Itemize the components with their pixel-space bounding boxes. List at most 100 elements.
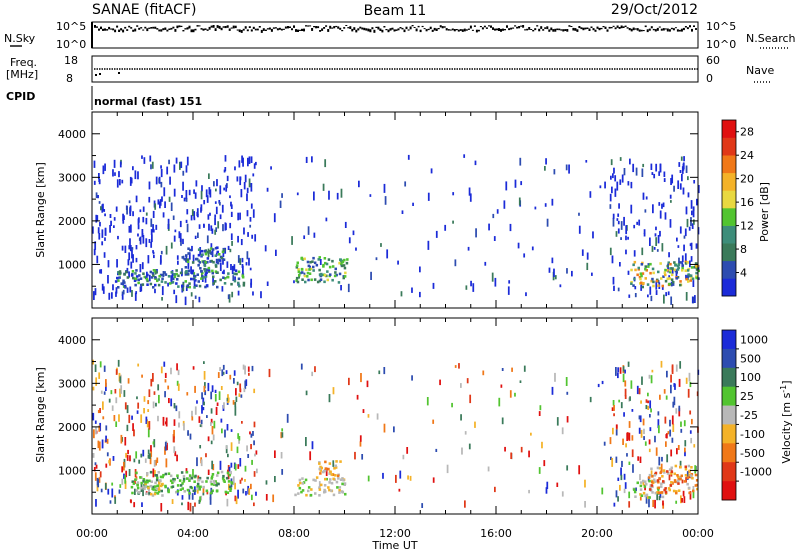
nsky-sample (457, 29, 460, 32)
scatter-cell (621, 460, 623, 467)
data-cell (688, 473, 691, 477)
scatter-cell (246, 187, 249, 194)
nsky-sample (676, 29, 679, 32)
nsky-sample (560, 29, 563, 31)
scatter-cell (638, 219, 641, 226)
scatter-cell (679, 361, 682, 369)
scatter-cell (234, 406, 237, 416)
nsky-sample (397, 28, 400, 31)
nsky-sample (349, 26, 352, 29)
nsky-sample (504, 29, 506, 31)
nsky-sample (377, 26, 380, 30)
scatter-cell (679, 226, 682, 234)
nsky-sample (299, 29, 301, 31)
scatter-cell (110, 390, 113, 395)
scatter-cell (435, 448, 438, 452)
scatter-cell (97, 479, 100, 488)
scatter-cell (633, 224, 636, 229)
data-cell (661, 284, 664, 288)
data-cell (228, 485, 232, 489)
range-tick-label: 1000 (58, 464, 86, 477)
scatter-cell (242, 265, 244, 274)
scatter-cell (93, 291, 95, 300)
nsky-sample (691, 28, 693, 32)
data-cell (639, 277, 642, 281)
scatter-cell (275, 249, 277, 256)
scatter-cell (645, 495, 648, 504)
scatter-cell (216, 402, 219, 406)
scatter-cell (247, 232, 249, 237)
data-cell (233, 279, 237, 283)
scatter-cell (241, 155, 243, 163)
scatter-cell (592, 231, 594, 239)
nsky-sample (270, 28, 273, 32)
scatter-cell (170, 367, 172, 375)
nsky-sample (317, 26, 320, 29)
nsky-sample (114, 29, 117, 33)
scatter-cell (541, 441, 543, 449)
scatter-cell (444, 224, 447, 231)
data-cell (295, 266, 299, 269)
scatter-cell (144, 458, 147, 463)
data-cell (134, 283, 137, 287)
data-cell (329, 273, 332, 276)
scatter-cell (328, 394, 331, 403)
power-colorbar-tick: 16 (740, 196, 754, 209)
nsky-sample (327, 29, 330, 32)
nsky-sample (268, 27, 271, 30)
scatter-cell (461, 447, 463, 455)
scatter-cell (197, 232, 199, 238)
data-cell (342, 276, 345, 280)
scatter-cell (525, 292, 527, 297)
scatter-cell (203, 223, 205, 227)
scatter-cell (100, 269, 103, 274)
data-cell (157, 490, 161, 493)
nsky-sample (379, 28, 382, 31)
data-cell (322, 265, 325, 268)
data-cell (697, 277, 700, 280)
scatter-cell (613, 413, 615, 417)
scatter-cell (104, 227, 107, 236)
colorbar-segment (722, 278, 736, 297)
scatter-cell (137, 402, 140, 409)
data-cell (670, 273, 674, 277)
data-cell (630, 280, 633, 284)
data-cell (689, 274, 693, 277)
data-cell (688, 491, 691, 495)
data-cell (664, 490, 668, 494)
data-cell (669, 484, 673, 487)
scatter-cell (167, 385, 170, 390)
data-cell (161, 277, 164, 281)
scatter-cell (97, 440, 100, 449)
data-cell (151, 272, 155, 275)
scatter-cell (225, 445, 228, 454)
scatter-cell (214, 229, 217, 235)
scatter-cell (232, 400, 235, 405)
scatter-cell (279, 200, 282, 208)
scatter-cell (120, 385, 123, 394)
scatter-cell (546, 218, 549, 227)
scatter-cell (419, 291, 421, 298)
data-cell (328, 488, 331, 492)
scatter-cell (692, 209, 695, 218)
scatter-cell (565, 164, 568, 171)
scatter-cell (185, 197, 188, 202)
scatter-cell (140, 453, 143, 458)
nsky-sample (689, 25, 691, 28)
nsky-sample (500, 28, 502, 32)
scatter-cell (96, 255, 99, 264)
nsky-sample (120, 28, 123, 31)
nsky-sample (427, 28, 430, 31)
scatter-cell (161, 286, 164, 296)
scatter-cell (625, 235, 627, 241)
nsky-sample (361, 27, 364, 30)
scatter-cell (148, 421, 151, 430)
data-cell (206, 476, 209, 480)
data-cell (160, 489, 163, 493)
data-cell (324, 467, 328, 470)
scatter-cell (281, 432, 284, 438)
data-cell (334, 464, 337, 468)
data-cell (203, 267, 206, 271)
scatter-cell (264, 245, 267, 252)
